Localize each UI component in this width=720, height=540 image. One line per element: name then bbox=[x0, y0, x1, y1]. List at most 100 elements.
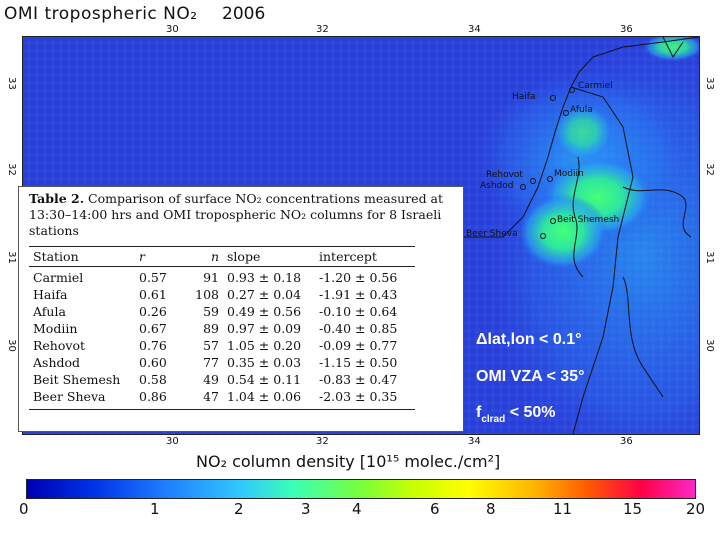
cell-slope: 0.97 ± 0.09 bbox=[227, 321, 302, 336]
city-marker bbox=[540, 233, 546, 239]
cell-n: 57 bbox=[203, 338, 219, 353]
lon-tick-top: 34 bbox=[468, 24, 481, 35]
table-rule bbox=[29, 409, 415, 410]
colorbar-label: NO₂ column density [10¹⁵ molec./cm²] bbox=[196, 452, 501, 471]
cell-n: 59 bbox=[203, 304, 219, 319]
cell-station: Ashdod bbox=[33, 355, 81, 370]
lon-tick-top: 36 bbox=[620, 24, 633, 35]
city-label-beer-sheva: Beer Sheva bbox=[466, 229, 518, 239]
table-header-row: Station r n slope intercept bbox=[29, 249, 415, 265]
cell-intercept: -1.91 ± 0.43 bbox=[319, 287, 398, 302]
header-intercept: intercept bbox=[319, 249, 377, 264]
header-station: Station bbox=[33, 249, 79, 264]
city-marker bbox=[550, 95, 556, 101]
city-marker bbox=[547, 176, 553, 182]
annotation-latlon: Δlat,lon < 0.1° bbox=[476, 331, 582, 348]
annotation-sub: clrad bbox=[481, 414, 506, 425]
city-marker bbox=[520, 184, 526, 190]
lat-tick-right: 32 bbox=[703, 163, 715, 176]
lon-tick-bottom: 34 bbox=[468, 436, 481, 447]
lat-tick-left: 33 bbox=[5, 77, 17, 90]
table-row: Rehovot 0.76 57 1.05 ± 0.20 -0.09 ± 0.77 bbox=[29, 338, 415, 354]
cell-station: Beit Shemesh bbox=[33, 372, 121, 387]
city-label-afula: Afula bbox=[570, 105, 593, 115]
lon-tick-bottom: 30 bbox=[166, 436, 179, 447]
cell-station: Haifa bbox=[33, 287, 68, 302]
cell-n: 108 bbox=[195, 287, 219, 302]
table-row: Ashdod 0.60 77 0.35 ± 0.03 -1.15 ± 0.50 bbox=[29, 355, 415, 371]
lon-tick-top: 32 bbox=[316, 24, 329, 35]
cell-r: 0.61 bbox=[139, 287, 167, 302]
colorbar-tick: 1 bbox=[150, 500, 160, 518]
cell-slope: 0.27 ± 0.04 bbox=[227, 287, 302, 302]
table-rule bbox=[29, 246, 415, 247]
cell-slope: 1.04 ± 0.06 bbox=[227, 389, 302, 404]
cell-r: 0.57 bbox=[139, 270, 167, 285]
cell-n: 91 bbox=[203, 270, 219, 285]
annotation-f: f bbox=[476, 404, 482, 421]
cell-intercept: -0.83 ± 0.47 bbox=[319, 372, 398, 387]
cell-n: 49 bbox=[203, 372, 219, 387]
city-label-haifa: Haifa bbox=[512, 92, 536, 102]
colorbar-tick: 8 bbox=[486, 500, 496, 518]
map-year: 2006 bbox=[222, 4, 266, 24]
cell-slope: 0.35 ± 0.03 bbox=[227, 355, 302, 370]
cell-slope: 0.54 ± 0.11 bbox=[227, 372, 302, 387]
header-slope: slope bbox=[227, 249, 261, 264]
colorbar bbox=[26, 479, 696, 499]
cell-r: 0.60 bbox=[139, 355, 167, 370]
city-label-beit-shemesh: Beit Shemesh bbox=[557, 215, 620, 225]
lon-tick-bottom: 36 bbox=[620, 436, 633, 447]
cell-r: 0.58 bbox=[139, 372, 167, 387]
station-comparison-table: Table 2. Comparison of surface NO₂ conce… bbox=[18, 186, 464, 432]
lat-tick-right: 30 bbox=[703, 339, 715, 352]
cell-n: 77 bbox=[203, 355, 219, 370]
cell-slope: 0.49 ± 0.56 bbox=[227, 304, 302, 319]
table-caption-text: Comparison of surface NO₂ concentrations… bbox=[29, 191, 444, 238]
colorbar-tick: 3 bbox=[301, 500, 311, 518]
cell-n: 47 bbox=[203, 389, 219, 404]
colorbar-tick: 20 bbox=[686, 500, 706, 518]
annotation-vza: OMI VZA < 35° bbox=[476, 368, 585, 385]
cell-station: Modiin bbox=[33, 321, 78, 336]
table-label: Table 2. bbox=[29, 191, 85, 206]
cell-slope: 0.93 ± 0.18 bbox=[227, 270, 302, 285]
lat-tick-right: 33 bbox=[703, 77, 715, 90]
cell-station: Rehovot bbox=[33, 338, 85, 353]
table-rule bbox=[29, 266, 415, 267]
lat-tick-left: 32 bbox=[5, 163, 17, 176]
city-label-rehovot: Rehovot bbox=[486, 170, 523, 180]
map-title: OMI tropospheric NO₂ bbox=[4, 4, 198, 24]
cell-intercept: -1.20 ± 0.56 bbox=[319, 270, 398, 285]
cell-intercept: -0.40 ± 0.85 bbox=[319, 321, 398, 336]
city-label-carmiel: Carmiel bbox=[578, 81, 613, 91]
lon-tick-top: 30 bbox=[166, 24, 179, 35]
table-row: Haifa 0.61 108 0.27 ± 0.04 -1.91 ± 0.43 bbox=[29, 287, 415, 303]
lon-tick-bottom: 32 bbox=[316, 436, 329, 447]
colorbar-tick: 15 bbox=[623, 500, 643, 518]
table-row: Carmiel 0.57 91 0.93 ± 0.18 -1.20 ± 0.56 bbox=[29, 270, 415, 286]
table-row: Modiin 0.67 89 0.97 ± 0.09 -0.40 ± 0.85 bbox=[29, 321, 415, 337]
cell-intercept: -1.15 ± 0.50 bbox=[319, 355, 398, 370]
cell-station: Beer Sheva bbox=[33, 389, 106, 404]
table-caption: Table 2. Comparison of surface NO₂ conce… bbox=[29, 191, 455, 239]
lat-tick-left: 30 bbox=[5, 339, 17, 352]
city-marker bbox=[569, 87, 575, 93]
city-label-ashdod: Ashdod bbox=[480, 181, 514, 191]
cell-station: Afula bbox=[33, 304, 66, 319]
cell-station: Carmiel bbox=[33, 270, 84, 285]
colorbar-tick: 4 bbox=[352, 500, 362, 518]
cell-n: 89 bbox=[203, 321, 219, 336]
city-marker bbox=[563, 110, 569, 116]
colorbar-tick: 0 bbox=[19, 500, 29, 518]
cell-r: 0.26 bbox=[139, 304, 167, 319]
cell-r: 0.86 bbox=[139, 389, 167, 404]
table-row: Beer Sheva 0.86 47 1.04 ± 0.06 -2.03 ± 0… bbox=[29, 389, 415, 405]
city-marker bbox=[530, 178, 536, 184]
annotation-fclrad: fclrad < 50% bbox=[476, 404, 556, 425]
cell-slope: 1.05 ± 0.20 bbox=[227, 338, 302, 353]
annotation-threshold: < 50% bbox=[509, 404, 556, 421]
cell-r: 0.76 bbox=[139, 338, 167, 353]
cell-intercept: -2.03 ± 0.35 bbox=[319, 389, 398, 404]
colorbar-tick: 11 bbox=[553, 500, 573, 518]
